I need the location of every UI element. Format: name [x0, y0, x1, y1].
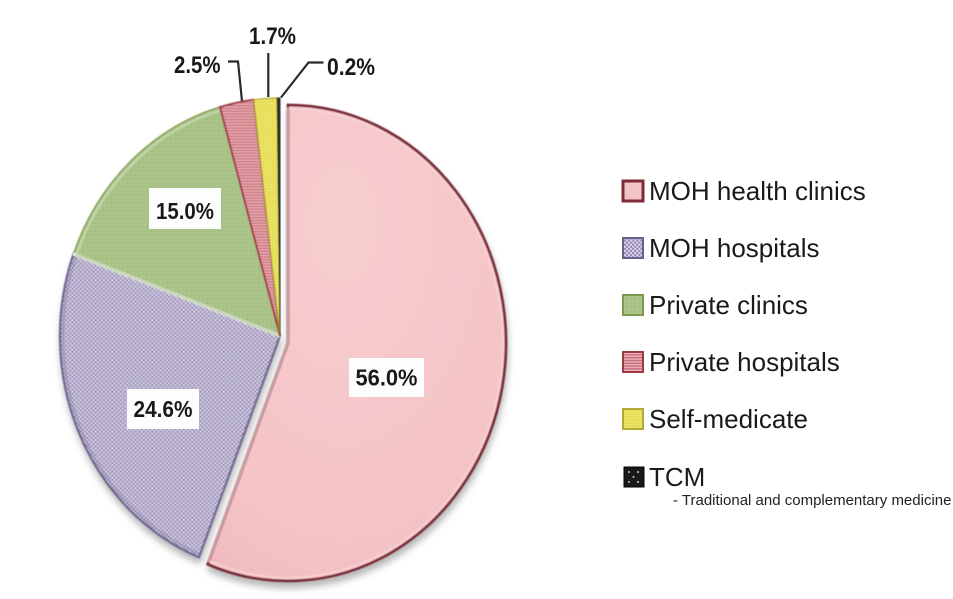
svg-text:24.6%: 24.6%: [134, 396, 193, 422]
svg-text:- Traditional and complementar: - Traditional and complementary medicine: [673, 492, 951, 509]
svg-text:0.2%: 0.2%: [327, 54, 375, 81]
svg-text:56.0%: 56.0%: [356, 365, 418, 391]
svg-text:Self-medicate: Self-medicate: [649, 404, 808, 434]
svg-text:MOH health clinics: MOH health clinics: [649, 176, 866, 206]
svg-text:2.5%: 2.5%: [174, 52, 221, 79]
svg-text:15.0%: 15.0%: [156, 198, 214, 224]
svg-text:Private clinics: Private clinics: [649, 290, 808, 320]
svg-text:TCM: TCM: [649, 462, 705, 492]
svg-text:MOH hospitals: MOH hospitals: [649, 233, 820, 263]
svg-text:1.7%: 1.7%: [249, 23, 296, 50]
svg-text:Private hospitals: Private hospitals: [649, 347, 840, 377]
